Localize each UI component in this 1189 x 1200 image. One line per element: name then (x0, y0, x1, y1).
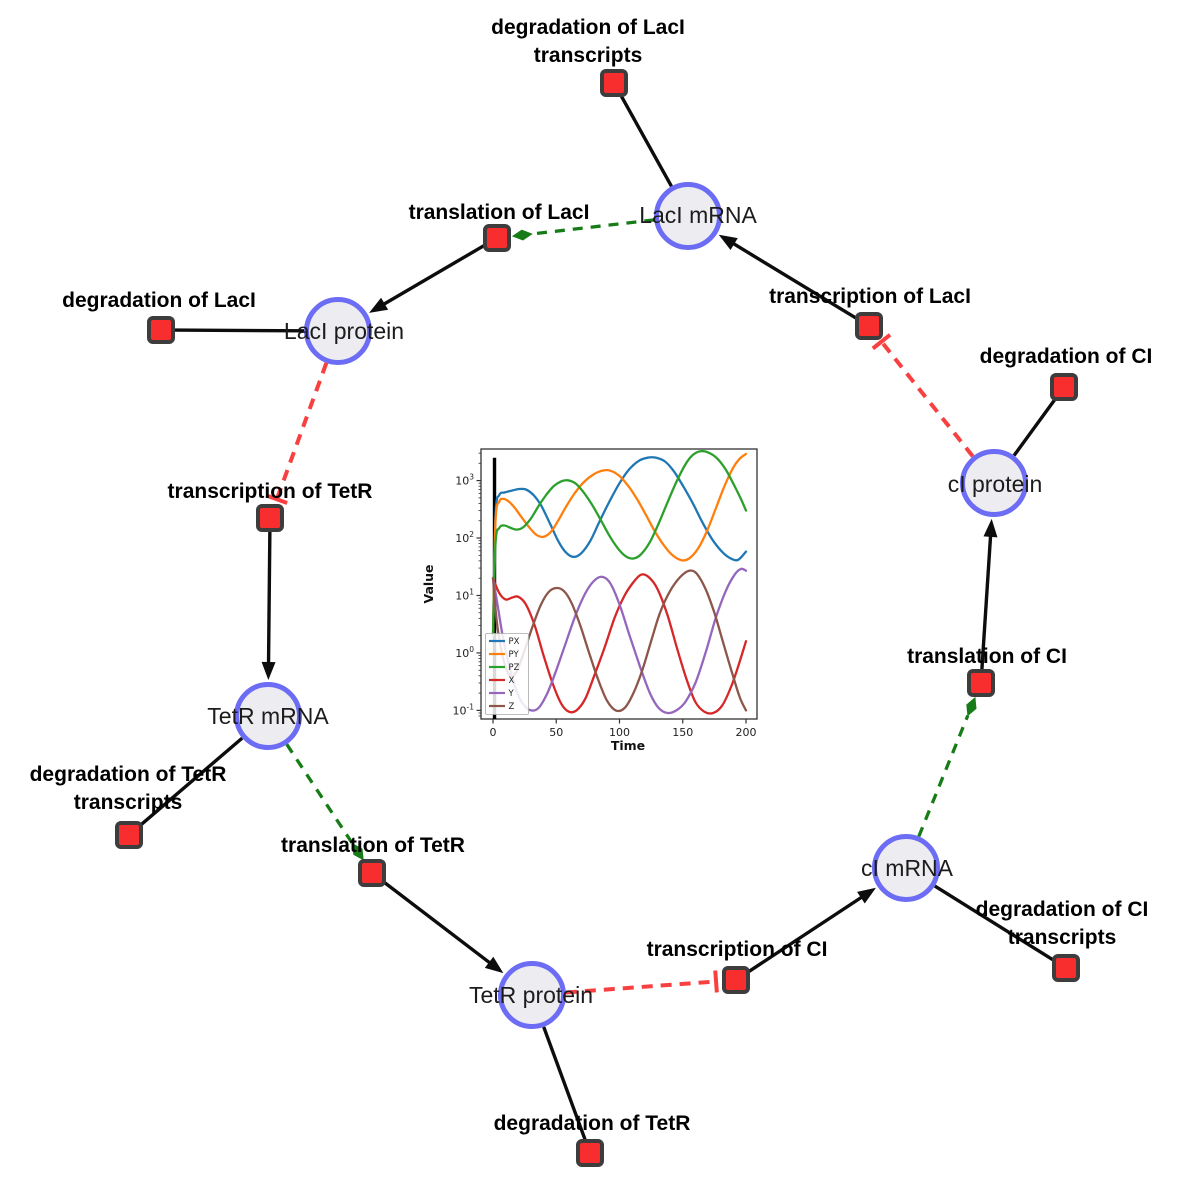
species-node-laci-protein[interactable] (304, 297, 372, 365)
edge-ci-mrna--translation-ci-diamond (966, 696, 977, 717)
translation-ci-label: translation of CI (907, 645, 1067, 668)
edge-ci-protein--transcription-laci[interactable] (879, 340, 975, 458)
edge-tetr-protein--transcription-ci-tee (713, 970, 719, 993)
reaction-node-deg-tetr-tx[interactable] (115, 821, 143, 849)
y-tick-label: 100 (455, 645, 474, 660)
reaction-node-deg-laci[interactable] (147, 316, 175, 344)
legend-label-Z: Z (509, 702, 515, 712)
series-PX (491, 456, 748, 637)
edge-transcription-tetr--tetr-mrna-arrowhead (261, 661, 276, 681)
reaction-node-deg-laci-tx[interactable] (600, 69, 628, 97)
x-tick-label: 200 (736, 726, 757, 739)
translation-laci-label: translation of LacI (408, 201, 590, 224)
edge-ci-mrna--deg-ci-tx[interactable] (933, 884, 1056, 963)
edge-tetr-mrna--deg-tetr-tx[interactable] (137, 736, 244, 828)
edge-transcription-ci--ci-mrna[interactable] (746, 894, 866, 974)
x-tick-label: 100 (609, 726, 630, 739)
edge-translation-ci--ci-protein-arrowhead (983, 518, 998, 538)
edge-translation-tetr--tetr-protein-arrowhead (484, 956, 504, 974)
legend-label-PX: PX (509, 637, 520, 647)
deg-tetr-tx-label: degradation of TetR transcripts (29, 763, 227, 814)
y-tick-label: 10-1 (453, 702, 475, 717)
timeseries-plot-svg: 0 50 100 150 200 10-1 100 101 102 103 Time Value PX P… (421, 448, 758, 753)
translation-tetr-label: translation of TetR (281, 834, 465, 857)
edge-translation-laci--laci-protein-arrowhead (369, 297, 389, 313)
tetr-mrna-label: TetR mRNA (207, 703, 329, 729)
legend-label-X: X (509, 676, 515, 686)
laci-mrna-label: LacI mRNA (639, 202, 757, 228)
series-PY (491, 452, 748, 637)
deg-ci-label: degradation of CI (979, 345, 1153, 368)
reaction-node-transcription-tetr[interactable] (256, 504, 284, 532)
species-node-tetr-protein[interactable] (498, 961, 566, 1029)
x-tick-label: 150 (672, 726, 693, 739)
deg-ci-tx-label: degradation of CI transcripts (975, 898, 1149, 949)
edge-ci-protein--deg-ci[interactable] (1012, 396, 1058, 457)
laci-protein-label: LacI protein (283, 318, 405, 344)
series-PZ (491, 449, 748, 637)
y-tick-label: 101 (455, 587, 474, 602)
edge-tetr-protein--transcription-ci[interactable] (565, 979, 717, 995)
y-tick-label: 102 (455, 530, 474, 545)
transcription-laci-label: transcription of LacI (769, 285, 971, 308)
x-tick-label: 0 (490, 726, 497, 739)
species-node-ci-mrna[interactable] (872, 834, 940, 902)
reaction-node-translation-tetr[interactable] (358, 859, 386, 887)
y-tick-label: 103 (455, 473, 474, 488)
edge-transcription-ci--ci-mrna-arrowhead (857, 887, 876, 904)
edge-translation-ci--ci-protein[interactable] (980, 532, 993, 670)
x-axis-label: Time (611, 738, 645, 753)
edge-ci-mrna--translation-ci[interactable] (917, 714, 970, 838)
edge-tetr-mrna--translation-tetr-diamond (352, 842, 364, 861)
deg-tetr-label: degradation of TetR (493, 1112, 691, 1135)
edge-ci-protein--transcription-laci-tee (871, 333, 892, 351)
edge-tetr-protein--deg-tetr[interactable] (542, 1026, 588, 1142)
edge-laci-mrna--deg-laci-tx[interactable] (618, 93, 673, 188)
edge-laci-protein--deg-laci[interactable] (173, 328, 305, 333)
x-tick-label: 50 (549, 726, 563, 739)
reaction-node-deg-tetr[interactable] (576, 1139, 604, 1167)
reaction-node-deg-ci[interactable] (1050, 373, 1078, 401)
legend-label-Y: Y (508, 689, 515, 699)
timeseries-plot: 0 50 100 150 200 10-1 100 101 102 103 Time Value PX P… (420, 438, 770, 768)
species-node-ci-protein[interactable] (960, 449, 1028, 517)
species-node-laci-mrna[interactable] (654, 182, 722, 250)
series-X (491, 573, 748, 715)
reaction-node-translation-ci[interactable] (967, 669, 995, 697)
deg-laci-label: degradation of LacI (62, 289, 256, 312)
tetr-protein-label: TetR protein (468, 982, 594, 1008)
edge-laci-mrna--translation-laci[interactable] (531, 218, 655, 236)
legend-label-PZ: PZ (509, 663, 520, 673)
edge-laci-protein--transcription-tetr[interactable] (274, 362, 329, 500)
transcription-ci-label: transcription of CI (646, 938, 828, 961)
y-axis-label: Value (421, 564, 436, 603)
edge-laci-protein--transcription-tetr-tee (265, 493, 288, 505)
edge-laci-mrna--translation-laci-diamond (511, 229, 533, 241)
species-node-tetr-mrna[interactable] (234, 682, 302, 750)
legend-box (485, 633, 529, 715)
edge-translation-laci--laci-protein[interactable] (380, 243, 486, 308)
reaction-node-transcription-laci[interactable] (855, 312, 883, 340)
edge-tetr-mrna--translation-tetr[interactable] (285, 743, 355, 845)
reaction-node-translation-laci[interactable] (483, 224, 511, 252)
reaction-node-deg-ci-tx[interactable] (1052, 954, 1080, 982)
reaction-node-transcription-ci[interactable] (722, 966, 750, 994)
edge-transcription-laci--laci-mrna[interactable] (729, 240, 858, 321)
edge-transcription-laci--laci-mrna-arrowhead (718, 234, 738, 251)
transcription-tetr-label: transcription of TetR (167, 480, 373, 503)
edge-transcription-tetr--tetr-mrna[interactable] (266, 531, 272, 667)
edge-translation-tetr--tetr-protein[interactable] (382, 880, 494, 967)
series-Y (491, 567, 748, 715)
legend-label-PY: PY (509, 650, 520, 660)
ci-mrna-label: cI mRNA (861, 855, 953, 881)
deg-laci-tx-label: degradation of LacI transcripts (491, 16, 685, 67)
ci-protein-label: cI protein (947, 471, 1043, 497)
